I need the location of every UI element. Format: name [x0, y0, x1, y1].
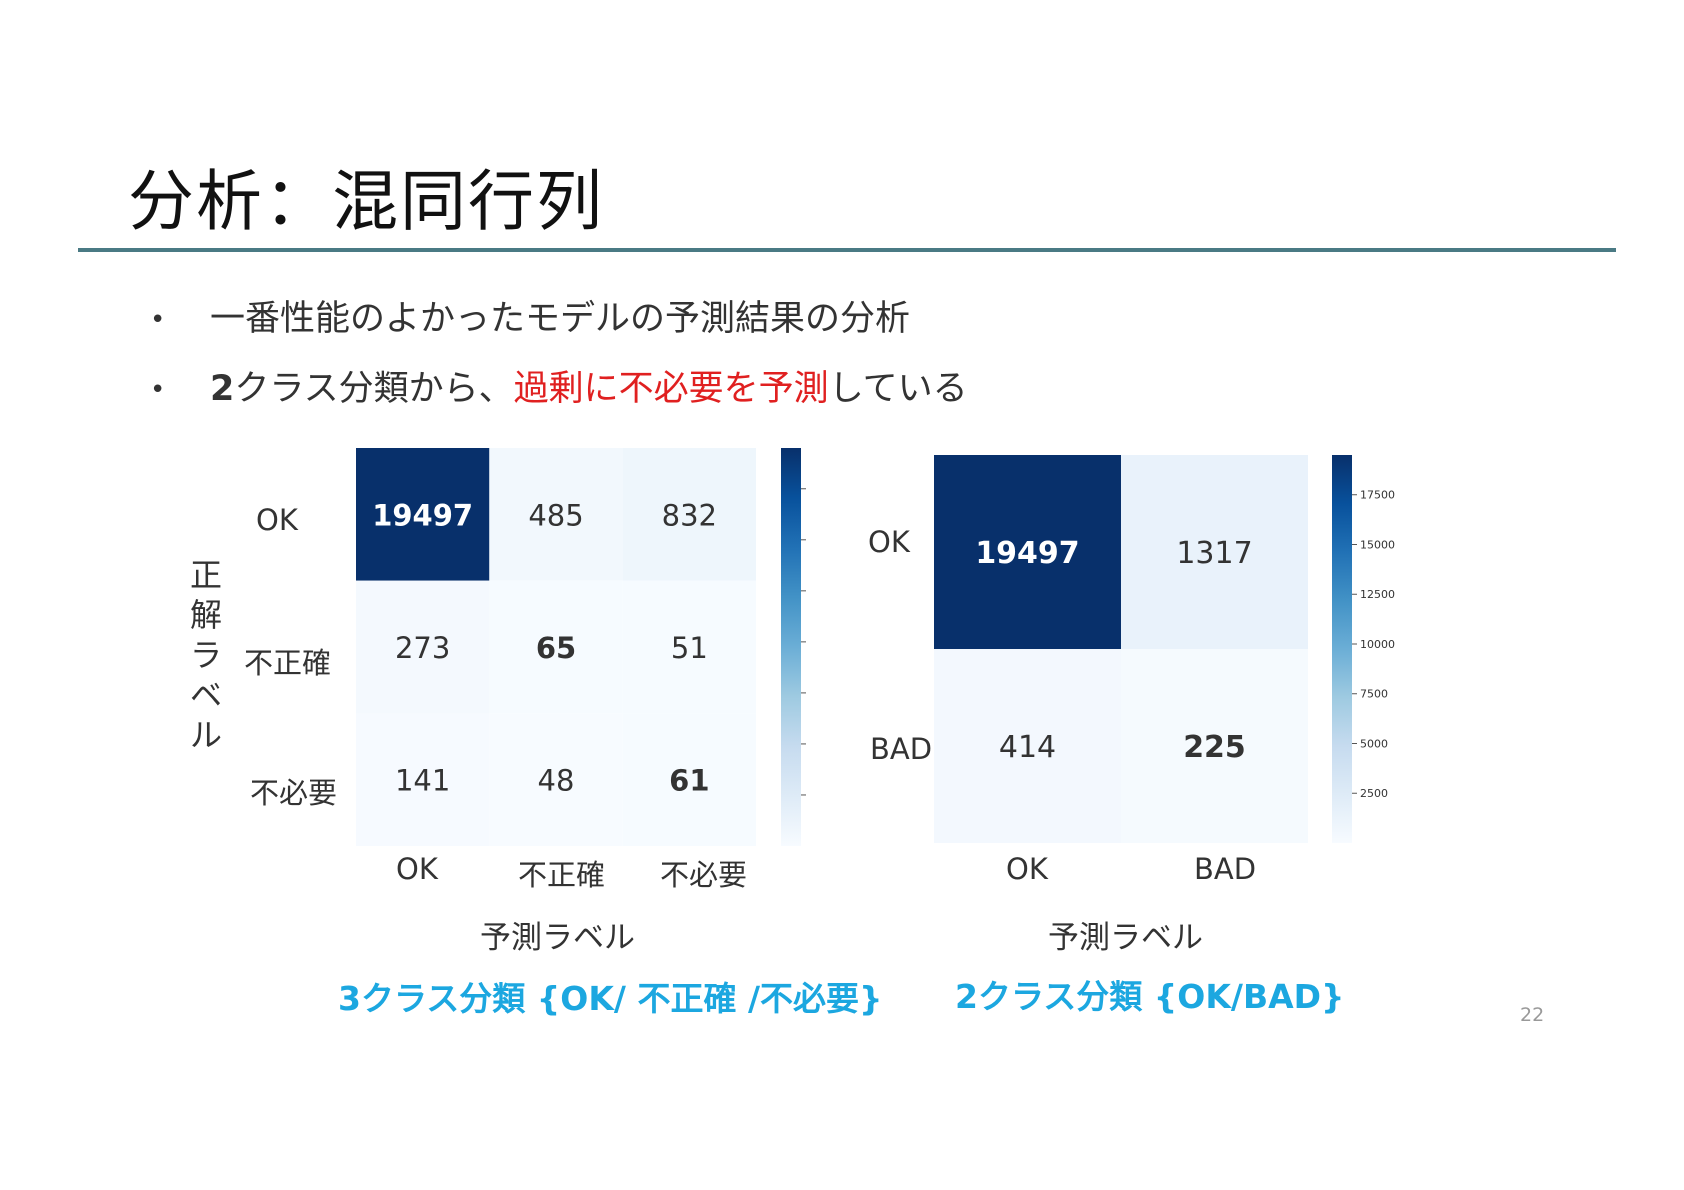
chart2-xtick-bad: BAD	[1194, 852, 1257, 886]
heatmap-cell	[356, 580, 490, 714]
bullet-2-text-b: している	[828, 369, 968, 409]
heatmap-cell-value: 65	[536, 631, 576, 665]
chart2-heatmap: 19497 1317 414 225 2500 5000 7500 10000 12500 150…	[934, 455, 1395, 843]
colorbar-tick-label: 7500	[1360, 688, 1388, 701]
heatmap-cell-value: 1317	[1176, 536, 1252, 571]
chart1-ylabel-char: ラ	[189, 636, 222, 674]
chart1-ylabel-char: 解	[189, 596, 222, 634]
heatmap-cell-value: 273	[395, 631, 450, 665]
heatmap-cell	[622, 448, 756, 581]
chart2-ytick-bad: BAD	[870, 732, 933, 766]
colorbar	[781, 448, 801, 846]
chart1-heatmap: 1949748583227365511414861250050007500100…	[356, 448, 806, 846]
chart1-xtick-inaccurate: 不正確	[518, 858, 606, 892]
heatmap-cell	[356, 713, 490, 846]
bullet-dot: •	[150, 375, 166, 405]
chart2-xlabel: 予測ラベル	[1048, 920, 1203, 956]
bullet-2-highlight: 過剰に不必要を予測	[513, 369, 829, 409]
heatmap-cell	[489, 713, 623, 846]
chart1-xlabel: 予測ラベル	[480, 920, 635, 956]
colorbar-tick-label: 5000	[1360, 737, 1388, 750]
colorbar-tick-label: 10000	[1360, 638, 1395, 651]
heatmap-cell-value: 61	[669, 764, 709, 798]
heatmap-cell-value: 19497	[975, 536, 1079, 571]
colorbar-tick-label: 15000	[1360, 538, 1395, 551]
chart1-xtick-ok: OK	[396, 852, 438, 886]
bullet-item-2: • 2クラス分類から、過剰に不必要を予測している	[150, 360, 968, 411]
bullet-dot: •	[150, 305, 166, 335]
heatmap-cell-value: 414	[999, 730, 1056, 765]
colorbar-tick-label: 2500	[1360, 787, 1388, 800]
heatmap-cell	[622, 580, 756, 714]
heatmap-cell-value: 51	[671, 631, 708, 665]
heatmap-cell	[356, 448, 490, 581]
colorbar	[1332, 455, 1352, 843]
page-number: 22	[1520, 1004, 1545, 1026]
chart1-ytick-inaccurate: 不正確	[244, 646, 332, 680]
title-divider	[78, 248, 1616, 252]
heatmap-cell-value: 485	[528, 498, 583, 532]
heatmap-cell	[934, 455, 1121, 649]
heatmap-cell	[1121, 649, 1308, 843]
chart1-ylabel-char: 正	[189, 556, 222, 594]
chart2-ytick-ok: OK	[868, 525, 910, 559]
bullet-item-1: • 一番性能のよかったモデルの予測結果の分析	[150, 290, 910, 341]
heatmap-cell	[489, 580, 623, 714]
heatmap-cell-value: 19497	[372, 498, 473, 532]
colorbar-tick-label: 17500	[1360, 489, 1395, 502]
heatmap-cell-value: 48	[538, 764, 575, 798]
bullet-2-number: 2	[210, 369, 235, 409]
bullet-1-text: 一番性能のよかったモデルの予測結果の分析	[210, 299, 911, 339]
chart1-caption: 3クラス分類 {OK/ 不正確 /不必要}	[338, 979, 883, 1018]
heatmap-cell	[489, 448, 623, 581]
heatmap-cell-value: 832	[662, 498, 717, 532]
bullet-2-text-a: クラス分類から、	[234, 369, 514, 409]
chart2-xtick-ok: OK	[1006, 852, 1048, 886]
slide-title: 分析：混同行列	[128, 163, 604, 240]
colorbar-tick-label: 12500	[1360, 588, 1395, 601]
chart2-caption: 2クラス分類 {OK/BAD}	[955, 977, 1345, 1016]
heatmap-cell	[1121, 455, 1308, 649]
heatmap-cell-value: 141	[395, 764, 450, 798]
chart1-xtick-unnecessary: 不必要	[660, 858, 748, 892]
chart1-ylabel-char: ル	[189, 716, 222, 754]
chart1-ylabel-char: ベ	[189, 676, 222, 714]
chart1-ylabel: 正解ラベル	[186, 555, 226, 755]
chart1-ytick-ok: OK	[256, 503, 298, 537]
heatmap-cell-value: 225	[1183, 730, 1246, 765]
heatmap-cell	[934, 649, 1121, 843]
chart1-ytick-unnecessary: 不必要	[250, 776, 338, 810]
heatmap-cell	[622, 713, 756, 846]
